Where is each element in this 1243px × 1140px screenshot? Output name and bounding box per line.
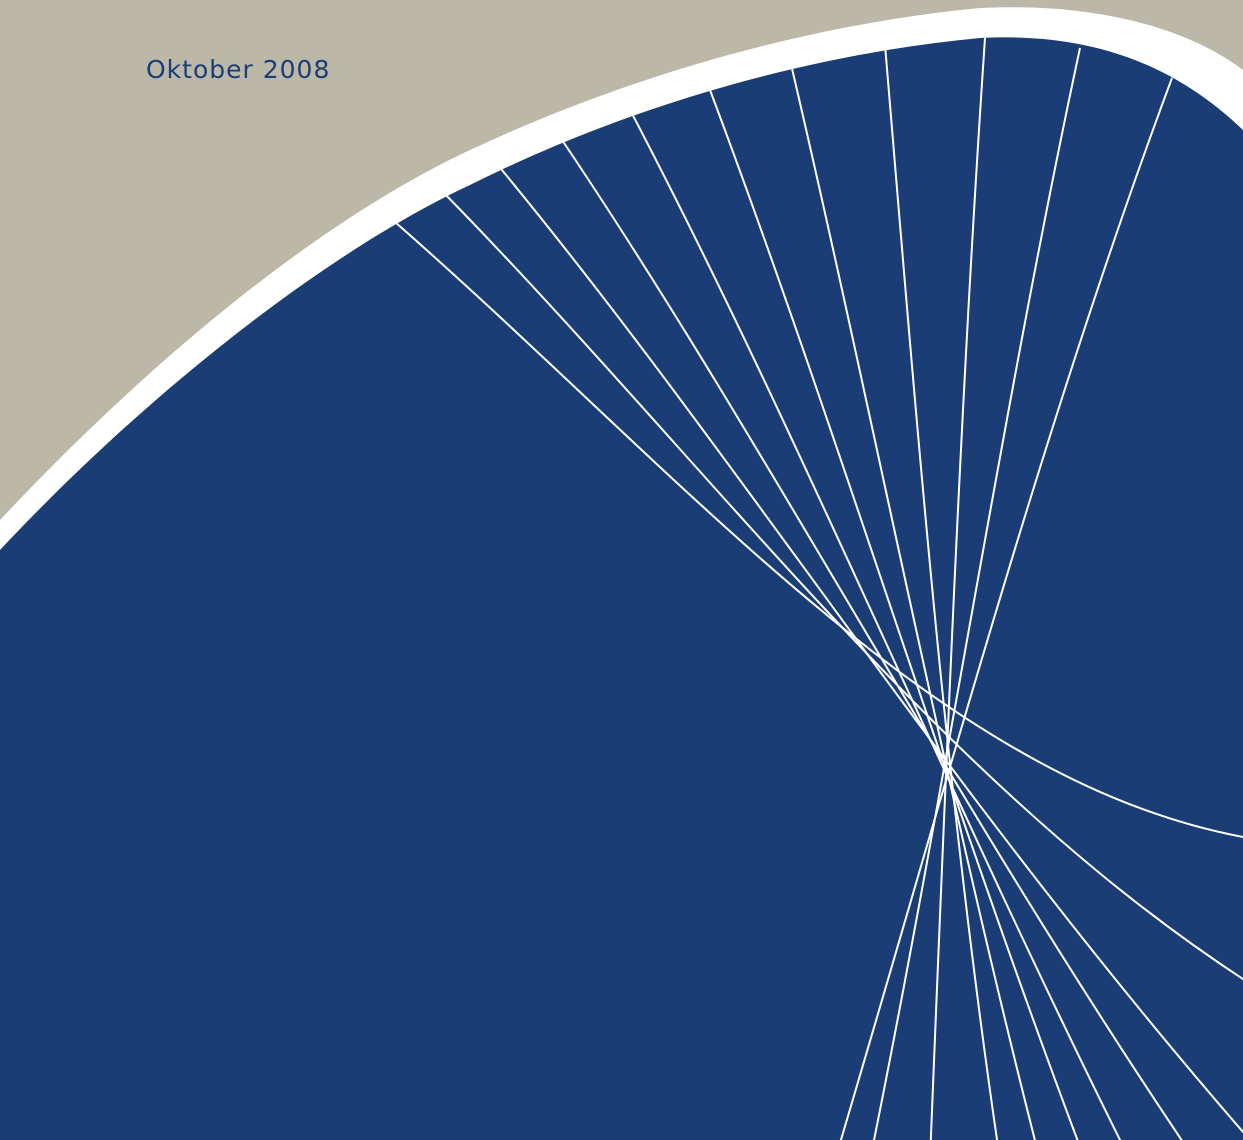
blue-shape bbox=[0, 37, 1243, 1140]
cover-date: Oktober 2008 bbox=[146, 55, 330, 84]
cover-page: Oktober 2008 bbox=[0, 0, 1243, 1140]
cover-artwork bbox=[0, 0, 1243, 1140]
